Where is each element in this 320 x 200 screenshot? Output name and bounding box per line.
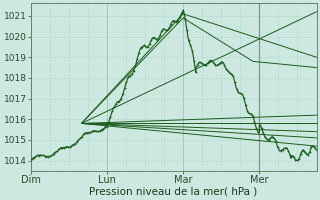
X-axis label: Pression niveau de la mer( hPa ): Pression niveau de la mer( hPa ) xyxy=(90,187,258,197)
